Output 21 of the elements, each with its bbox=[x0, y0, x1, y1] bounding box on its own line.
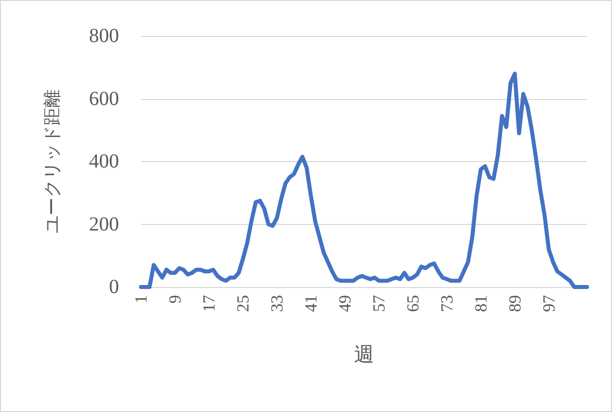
x-tick-label: 33 bbox=[267, 295, 286, 312]
y-tick-label: 200 bbox=[89, 213, 119, 236]
y-tick-label: 800 bbox=[89, 25, 119, 47]
x-tick-label: 81 bbox=[471, 295, 490, 312]
x-tick-label: 17 bbox=[199, 294, 218, 312]
x-tick-label: 89 bbox=[505, 295, 524, 312]
line-series bbox=[139, 72, 589, 289]
x-tick-label: 1 bbox=[132, 295, 150, 304]
x-tick-label: 57 bbox=[369, 294, 388, 312]
y-tick-label: 400 bbox=[89, 150, 119, 172]
x-tick-label: 41 bbox=[301, 295, 320, 312]
x-tick-label: 73 bbox=[437, 295, 456, 312]
y-tick-label: 0 bbox=[109, 276, 119, 298]
x-tick-label: 25 bbox=[233, 295, 252, 312]
x-tick-label: 97 bbox=[539, 294, 558, 312]
y-axis-title: ユークリッド距離 bbox=[42, 90, 62, 234]
y-tick-label: 600 bbox=[89, 88, 119, 110]
x-tick-label: 49 bbox=[335, 295, 354, 312]
x-axis-title: 週 bbox=[354, 344, 374, 366]
x-tick-label: 65 bbox=[403, 295, 422, 312]
x-tick-label: 9 bbox=[165, 295, 184, 304]
